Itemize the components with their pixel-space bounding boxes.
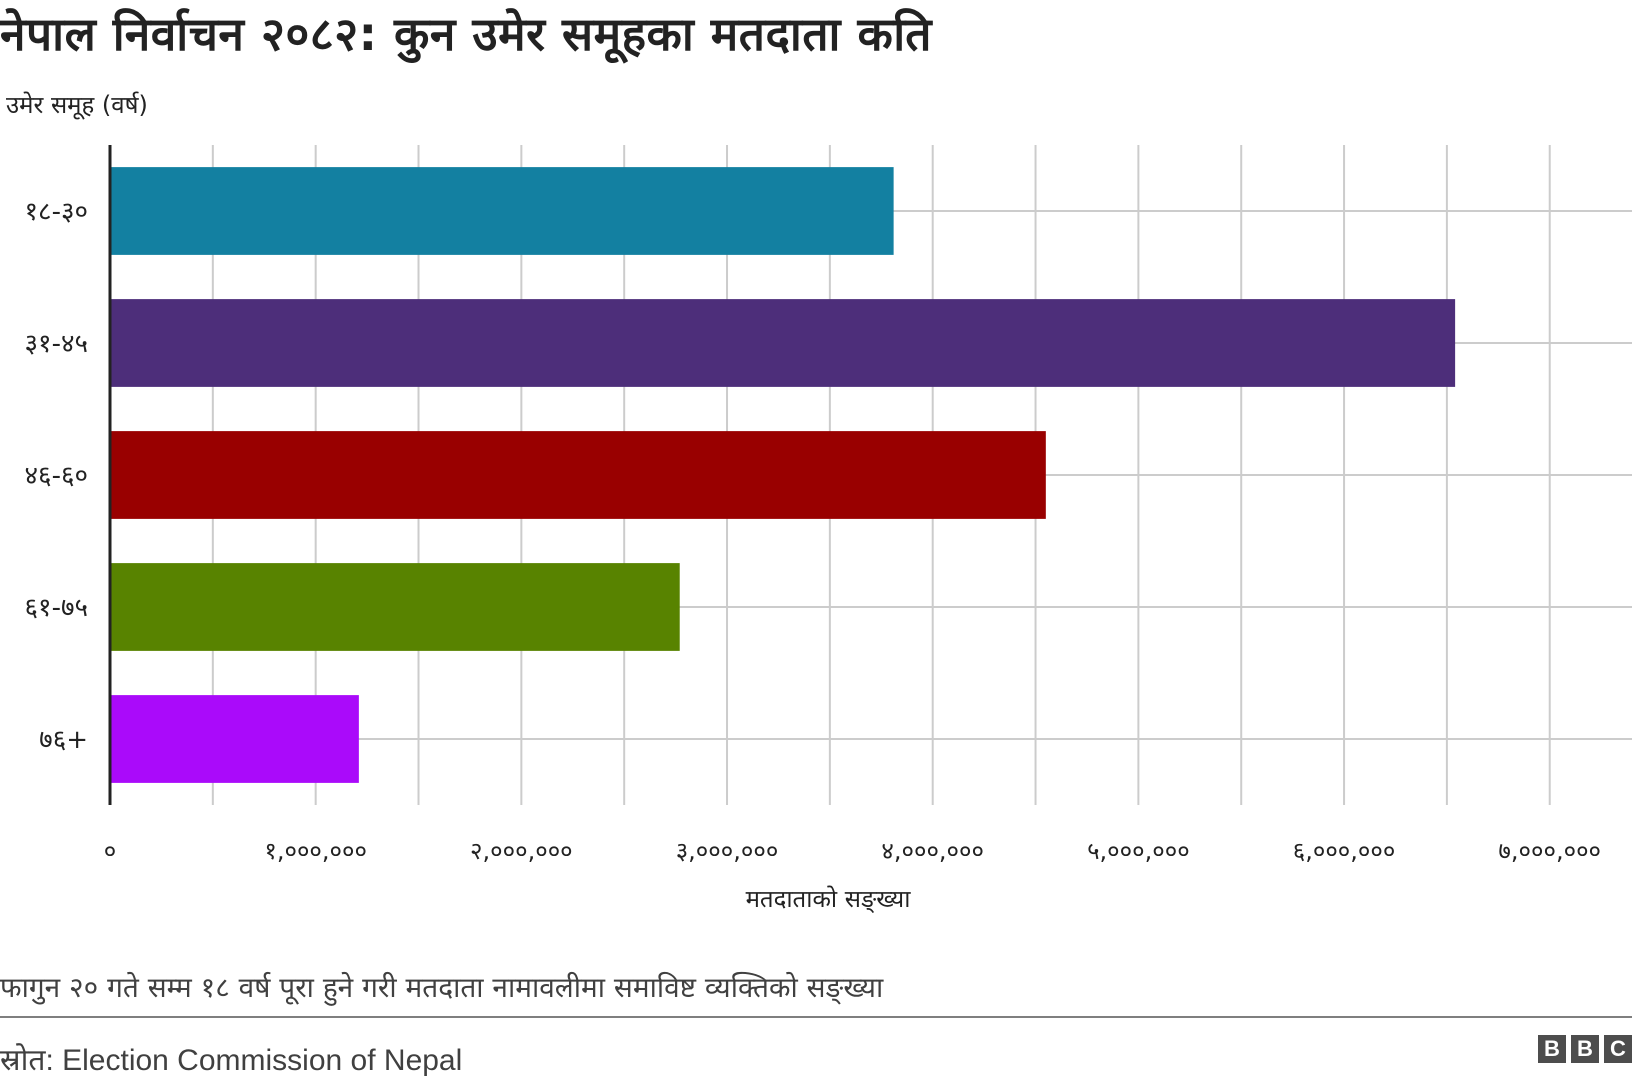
x-tick-label: ५,०००,००० (1087, 837, 1190, 865)
bbc-logo: B B C (1538, 1035, 1632, 1063)
x-tick-label: ४,०००,००० (881, 837, 984, 865)
y-tick-label: ४६-६० (25, 461, 88, 491)
source-text: स्रोत: Election Commission of Nepal (0, 1044, 463, 1077)
bbc-logo-letter-b1: B (1538, 1035, 1566, 1063)
bar-5 (110, 695, 359, 783)
y-tick-labels: १८-३० ३१-४५ ४६-६० ६१-७५ ७६+ (25, 197, 88, 755)
footnote: फागुन २० गते सम्म १८ वर्ष पूरा हुने गरी … (0, 971, 884, 1004)
x-tick-label: ६,०००,००० (1293, 837, 1396, 865)
x-tick-label: ३,०००,००० (676, 837, 779, 865)
bar-3 (110, 431, 1046, 519)
x-axis-label: मतदाताको सङ्ख्या (746, 885, 912, 914)
footer-divider (0, 1016, 1632, 1018)
chart-title: नेपाल निर्वाचन २०८२: कुन उमेर समूहका मतद… (0, 7, 932, 61)
y-tick-label: ६१-७५ (25, 593, 88, 623)
x-tick-label: २,०००,००० (470, 837, 573, 865)
bars (110, 167, 1456, 783)
bbc-logo-letter-c: C (1604, 1035, 1632, 1063)
bbc-logo-letter-b2: B (1571, 1035, 1599, 1063)
y-tick-label: १८-३० (25, 197, 88, 227)
y-axis-label: उमेर समूह (वर्ष) (6, 91, 148, 119)
x-tick-labels: ० १,०००,००० २,०००,००० ३,०००,००० ४,०००,००० ५,०… (104, 837, 1601, 865)
x-tick-label: ७,०००,००० (1498, 837, 1601, 865)
bar-1 (110, 167, 894, 255)
bar-chart: १८-३० ३१-४५ ४६-६० ६१-७५ ७६+ ० १,०००,००० २,०००,… (25, 145, 1632, 914)
y-tick-label: ३१-४५ (25, 329, 88, 359)
x-tick-label: १,०००,००० (264, 837, 367, 865)
bar-2 (110, 299, 1456, 387)
x-tick-label: ० (104, 837, 116, 865)
y-tick-label: ७६+ (39, 725, 88, 755)
bar-4 (110, 563, 680, 651)
